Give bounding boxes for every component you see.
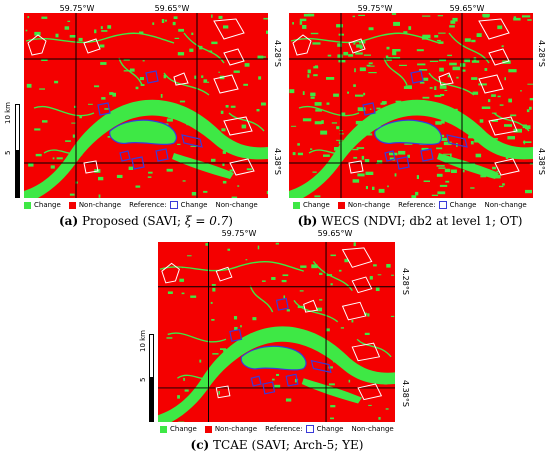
caption-text: Proposed (SAVI; [81,214,185,228]
lat-label-bottom: 4.38°S [537,148,546,175]
river [158,326,395,422]
reference-non-change-outlines [27,18,255,176]
legend-non-change-label: Non-change [214,425,258,433]
legend-ref-change-label: Change [316,425,344,433]
scale-bar [149,334,154,422]
lon-label-left: 59.75°W [59,4,95,13]
scale-label-mid: 5 [139,377,147,382]
scale-label-top: 10 km [4,101,12,124]
map-a [24,13,268,198]
river [289,99,533,198]
lon-label-right: 59.65°W [449,4,485,13]
legend-change-label: Change [303,201,330,209]
legend-non-change-label: Non-change [347,201,391,209]
river [24,99,268,198]
change-creeks [25,32,265,155]
map-c [158,242,395,422]
lat-label-bottom: 4.38°S [273,148,282,175]
lat-label-top: 4.28°S [401,268,410,295]
legend-ref-change-label: Change [180,201,208,209]
caption-label: (c) [190,438,210,452]
caption-b: (b) WECS (NDVI; db2 at level 1; OT) [298,214,523,228]
legend-change-swatch [160,425,167,433]
legend-change-swatch [293,201,300,209]
caption-end: ) [228,214,233,228]
caption-c: (c) TCAE (SAVI; Arch-5; YE) [191,438,364,452]
caption-text: WECS (NDVI; db2 at level 1; OT) [321,214,523,228]
legend-change-label: Change [34,201,61,209]
change-creeks [159,261,392,380]
legend: Change Non-change Reference: Change Non-… [293,201,535,209]
legend: Change Non-change Reference: Change Non-… [160,425,402,433]
legend: Change Non-change Reference: Change Non-… [24,201,266,209]
legend-reference-label: Reference: [398,201,436,209]
caption-text: TCAE (SAVI; Arch-5; YE) [213,438,364,452]
legend-ref-non-change-label: Non-change [215,201,258,209]
legend-non-change-swatch [68,201,76,209]
reference-non-change-outlines [292,18,520,176]
lat-label-top: 4.28°S [273,40,282,67]
reference-non-change-outlines [161,247,383,401]
reference-change-outlines [362,70,468,170]
change-creeks [290,32,530,155]
legend-change-label: Change [170,425,197,433]
lat-label-bottom: 4.38°S [401,380,410,407]
lat-label-top: 4.28°S [537,40,546,67]
caption-label: (a) [59,214,79,228]
scale-label-top: 10 km [139,329,147,352]
legend-ref-change-label: Change [449,201,477,209]
lon-label-right: 59.65°W [154,4,190,13]
caption-label: (b) [297,214,318,228]
legend-reference-label: Reference: [265,425,303,433]
legend-non-change-swatch [337,201,345,209]
legend-ref-non-change-label: Non-change [351,425,394,433]
legend-ref-non-change-label: Non-change [484,201,527,209]
scale-bar [15,104,20,198]
reference-change-outlines [97,70,203,170]
reference-change-outlines [229,297,332,395]
lon-label-left: 59.75°W [221,229,257,238]
lon-label-left: 59.75°W [357,4,393,13]
legend-ref-change-swatch [438,201,447,209]
legend-non-change-label: Non-change [78,201,122,209]
legend-ref-change-swatch [305,425,314,433]
caption-math: ξ = 0.7 [184,214,229,228]
legend-ref-change-swatch [169,201,178,209]
legend-non-change-swatch [204,425,212,433]
legend-reference-label: Reference: [129,201,167,209]
scale-label-mid: 5 [4,150,12,155]
map-b [289,13,533,198]
legend-change-swatch [24,201,31,209]
lon-label-right: 59.65°W [317,229,353,238]
caption-a: (a) Proposed (SAVI; ξ = 0.7) [59,214,233,228]
